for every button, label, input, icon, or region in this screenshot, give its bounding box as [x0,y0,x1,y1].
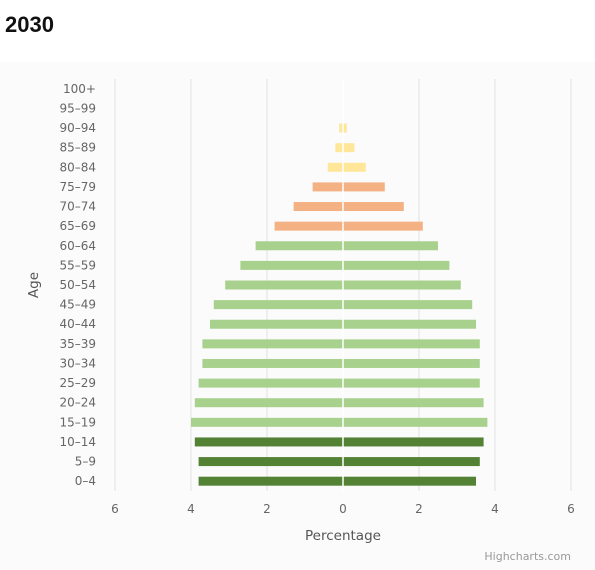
y-axis-title: Age [26,272,42,298]
bar-left[interactable] [213,300,343,310]
y-tick-label: 80–84 [59,160,96,174]
bar-right[interactable] [343,221,423,231]
bar-left[interactable] [225,280,343,290]
y-tick-label: 70–74 [59,200,96,214]
y-tick-label: 35–39 [59,337,96,351]
bar-right[interactable] [343,476,476,486]
bar-right[interactable] [343,182,385,192]
bar-left[interactable] [327,162,343,172]
y-tick-label: 85–89 [59,141,96,155]
x-tick-label: 4 [491,502,499,516]
y-tick-label: 30–34 [59,356,96,370]
bar-left[interactable] [202,339,343,349]
y-tick-label: 45–49 [59,298,96,312]
bar-right[interactable] [343,398,484,408]
bar-left[interactable] [198,378,343,388]
bar-right[interactable] [343,123,347,133]
bar-right[interactable] [343,162,366,172]
bar-right[interactable] [343,358,480,368]
bar-right[interactable] [343,457,480,467]
bar-right[interactable] [343,202,404,212]
bar-right[interactable] [343,143,355,153]
bars [191,123,488,486]
bar-left[interactable] [240,260,343,270]
bar-right[interactable] [343,437,484,447]
bar-left[interactable] [194,437,343,447]
y-tick-label: 60–64 [59,239,96,253]
y-tick-label: 5–9 [75,455,96,469]
y-tick-label: 0–4 [75,474,96,488]
x-tick-label: 6 [111,502,119,516]
bar-right[interactable] [343,241,438,251]
x-tick-label: 2 [263,502,271,516]
bar-right[interactable] [343,417,488,427]
bar-left[interactable] [198,457,343,467]
y-tick-label: 40–44 [59,317,96,331]
x-tick-label: 2 [415,502,423,516]
y-tick-label: 95–99 [59,101,96,115]
x-axis-tick-labels: 6 4 2 0 2 4 6 [111,502,575,516]
y-tick-label: 75–79 [59,180,96,194]
x-tick-label: 4 [187,502,195,516]
y-tick-label: 100+ [63,82,96,96]
bar-left[interactable] [293,202,343,212]
bar-right[interactable] [343,280,461,290]
highcharts-credits[interactable]: Highcharts.com [484,550,571,563]
y-tick-label: 20–24 [59,396,96,410]
y-tick-label: 55–59 [59,258,96,272]
bar-left[interactable] [274,221,343,231]
y-tick-label: 25–29 [59,376,96,390]
bar-left[interactable] [198,476,343,486]
x-tick-label: 0 [339,502,347,516]
bar-left[interactable] [255,241,343,251]
y-tick-label: 15–19 [59,415,96,429]
x-tick-label: 6 [567,502,575,516]
y-tick-label: 50–54 [59,278,96,292]
bar-right[interactable] [343,319,476,329]
y-tick-label: 90–94 [59,121,96,135]
bar-right[interactable] [343,260,450,270]
bar-left[interactable] [339,123,343,133]
bar-left[interactable] [202,358,343,368]
bar-right[interactable] [343,300,473,310]
page-title: 2030 [5,12,54,37]
y-axis-tick-labels: 0–4 5–9 10–14 15–19 20–24 25–29 30–34 35–39 40–4… [59,82,96,488]
y-tick-label: 65–69 [59,219,96,233]
bar-left[interactable] [312,182,343,192]
bar-left[interactable] [191,417,343,427]
bar-left[interactable] [194,398,343,408]
x-axis-title: Percentage [305,528,381,544]
bar-left[interactable] [335,143,343,153]
bar-right[interactable] [343,378,480,388]
bar-left[interactable] [210,319,343,329]
y-tick-label: 10–14 [59,435,96,449]
bar-right[interactable] [343,339,480,349]
